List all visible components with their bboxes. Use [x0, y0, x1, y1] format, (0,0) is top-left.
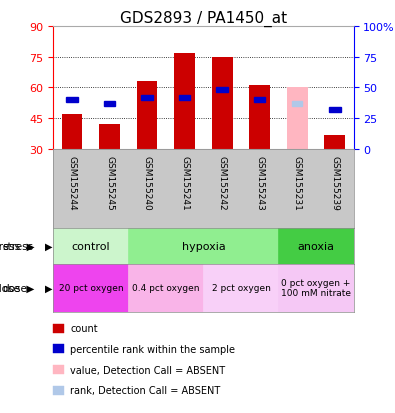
- Text: count: count: [70, 323, 98, 333]
- Text: dose  ▶: dose ▶: [0, 283, 35, 293]
- Bar: [287, 88, 308, 150]
- Bar: [292, 102, 303, 107]
- Bar: [249, 86, 270, 150]
- Bar: [212, 57, 233, 150]
- Text: value, Detection Call = ABSENT: value, Detection Call = ABSENT: [70, 365, 226, 375]
- Text: ▶: ▶: [45, 241, 53, 251]
- Title: GDS2893 / PA1450_at: GDS2893 / PA1450_at: [120, 11, 287, 27]
- Text: dose: dose: [2, 283, 27, 293]
- Bar: [203, 150, 241, 228]
- Bar: [128, 228, 278, 264]
- Bar: [166, 150, 203, 228]
- Text: hypoxia: hypoxia: [182, 241, 225, 251]
- Bar: [128, 150, 166, 228]
- Bar: [278, 228, 354, 264]
- Bar: [216, 88, 228, 93]
- Bar: [329, 108, 340, 113]
- Bar: [137, 82, 158, 150]
- Bar: [278, 150, 316, 228]
- Text: GSM155231: GSM155231: [293, 156, 302, 211]
- Bar: [324, 135, 345, 150]
- Text: anoxia: anoxia: [297, 241, 335, 251]
- Text: 2 pct oxygen: 2 pct oxygen: [211, 284, 271, 292]
- Bar: [66, 98, 78, 103]
- Text: rank, Detection Call = ABSENT: rank, Detection Call = ABSENT: [70, 385, 220, 395]
- Bar: [254, 98, 265, 103]
- Bar: [141, 96, 153, 101]
- Bar: [104, 102, 115, 107]
- Bar: [91, 150, 128, 228]
- Text: GSM155240: GSM155240: [143, 156, 152, 210]
- Bar: [174, 53, 195, 150]
- Text: 0.4 pct oxygen: 0.4 pct oxygen: [132, 284, 199, 292]
- Text: GSM155245: GSM155245: [105, 156, 114, 210]
- Text: GSM155243: GSM155243: [255, 156, 264, 210]
- Text: 20 pct oxygen: 20 pct oxygen: [58, 284, 123, 292]
- Text: stress: stress: [2, 241, 33, 251]
- Bar: [53, 150, 91, 228]
- Bar: [53, 264, 128, 312]
- Bar: [241, 150, 278, 228]
- Text: GSM155244: GSM155244: [68, 156, 77, 210]
- Bar: [62, 115, 83, 150]
- Text: GSM155241: GSM155241: [180, 156, 189, 210]
- Bar: [179, 96, 190, 101]
- Bar: [128, 264, 203, 312]
- Bar: [316, 150, 354, 228]
- Text: 0 pct oxygen +
100 mM nitrate: 0 pct oxygen + 100 mM nitrate: [281, 278, 351, 298]
- Text: ▶: ▶: [45, 283, 53, 293]
- Bar: [53, 228, 128, 264]
- Text: GSM155242: GSM155242: [218, 156, 227, 210]
- Text: GSM155239: GSM155239: [330, 156, 339, 211]
- Bar: [203, 264, 278, 312]
- Bar: [99, 125, 120, 150]
- Text: percentile rank within the sample: percentile rank within the sample: [70, 344, 235, 354]
- Text: control: control: [71, 241, 110, 251]
- Text: stress  ▶: stress ▶: [0, 241, 35, 251]
- Bar: [278, 264, 354, 312]
